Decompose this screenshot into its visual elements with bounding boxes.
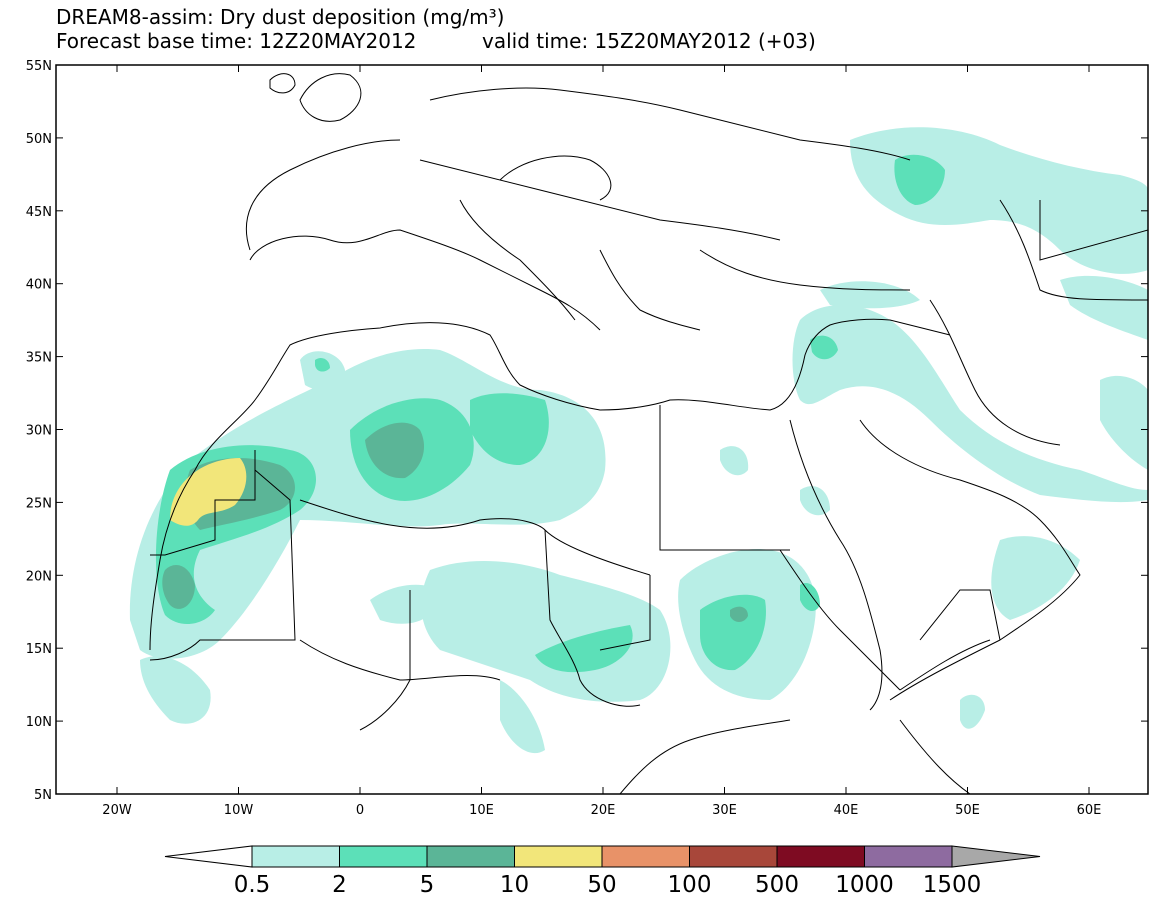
- lon-label: 20E: [591, 803, 616, 818]
- colorbar-segment: [689, 845, 778, 868]
- colorbar-label: 1500: [923, 872, 982, 898]
- contour-level-10-50: [170, 458, 247, 526]
- lat-label: 45N: [26, 205, 52, 220]
- lon-label: 50E: [955, 803, 980, 818]
- colorbar-segment: [951, 845, 1041, 868]
- contour-level-0-5-2: [129, 127, 1148, 754]
- lon-label: 40E: [834, 803, 859, 818]
- colorbar-segment: [864, 845, 953, 868]
- longitude-axis: 20W 10W 0 10E 20E 30E 40E 50E 60E: [102, 65, 1101, 818]
- colorbar-segment: [601, 845, 690, 868]
- colorbar-label: 5: [420, 872, 435, 898]
- lat-label: 25N: [26, 496, 52, 511]
- colorbar-segment: [514, 845, 603, 868]
- lat-label: 15N: [26, 642, 52, 657]
- valid-time: valid time: 15Z20MAY2012 (+03): [482, 29, 816, 53]
- colorbar-segment: [339, 845, 428, 868]
- colorbar-label: 100: [668, 872, 712, 898]
- lon-label: 10W: [224, 803, 254, 818]
- colorbar-label: 500: [755, 872, 799, 898]
- colorbar-label: 2: [332, 872, 347, 898]
- lon-label: 0: [356, 803, 364, 818]
- colorbar-segment: [776, 845, 865, 868]
- colorbar-legend: 0.5 2 5 10 50 100 500 1000 1500: [164, 845, 1041, 898]
- forecast-base-time: Forecast base time: 12Z20MAY2012: [56, 29, 417, 53]
- lon-label: 60E: [1077, 803, 1102, 818]
- colorbar-label: 10: [500, 872, 529, 898]
- colorbar-segment: [251, 845, 340, 868]
- lon-label: 10E: [469, 803, 494, 818]
- colorbar-label: 1000: [835, 872, 894, 898]
- dust-deposition-field: [129, 127, 1148, 754]
- lon-label: 30E: [712, 803, 737, 818]
- country-borders: [149, 73, 1148, 794]
- lat-label: 20N: [26, 569, 52, 584]
- lat-label: 40N: [26, 278, 52, 293]
- lat-label: 10N: [26, 715, 52, 730]
- colorbar-segment: [426, 845, 515, 868]
- lat-label: 30N: [26, 424, 52, 439]
- lat-label: 50N: [26, 132, 52, 147]
- lat-label: 35N: [26, 351, 52, 366]
- colorbar-segment: [164, 845, 253, 868]
- latitude-axis: 55N 50N 45N 40N 35N 30N 25N 20N 15N 10N 5N: [26, 59, 1148, 803]
- lat-label: 5N: [34, 788, 52, 803]
- lon-label: 20W: [102, 803, 132, 818]
- colorbar-label: 50: [587, 872, 616, 898]
- map-title: DREAM8-assim: Dry dust deposition (mg/m³…: [56, 5, 505, 29]
- lat-label: 55N: [26, 59, 52, 74]
- colorbar-label: 0.5: [234, 872, 271, 898]
